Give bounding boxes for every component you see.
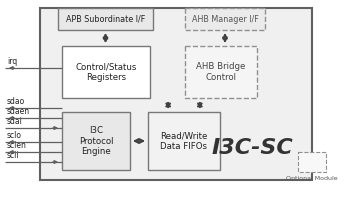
Text: sclen: sclen: [7, 141, 27, 150]
Text: scli: scli: [7, 151, 20, 160]
Bar: [185, 46, 257, 98]
Text: sclo: sclo: [7, 131, 22, 140]
Text: sdaen: sdaen: [7, 107, 30, 116]
Text: I3C
Protocol
Engine: I3C Protocol Engine: [79, 126, 113, 156]
Bar: [40, 8, 312, 180]
Bar: [62, 46, 150, 98]
Text: I3C-SC: I3C-SC: [211, 138, 293, 158]
Bar: [185, 8, 265, 30]
Bar: [148, 112, 220, 170]
Text: AHB Manager I/F: AHB Manager I/F: [192, 15, 258, 23]
Text: Control/Status
Registers: Control/Status Registers: [75, 62, 137, 82]
Text: sdai: sdai: [7, 117, 23, 126]
Text: Read/Write
Data FIFOs: Read/Write Data FIFOs: [160, 131, 208, 151]
Text: sdao: sdao: [7, 97, 25, 106]
Bar: [298, 152, 326, 172]
Bar: [62, 112, 130, 170]
Text: Optional Module: Optional Module: [286, 176, 338, 181]
Bar: [58, 8, 153, 30]
Text: AHB Bridge
Control: AHB Bridge Control: [196, 62, 246, 82]
Text: APB Subordinate I/F: APB Subordinate I/F: [66, 15, 145, 23]
Text: irq: irq: [7, 57, 17, 66]
